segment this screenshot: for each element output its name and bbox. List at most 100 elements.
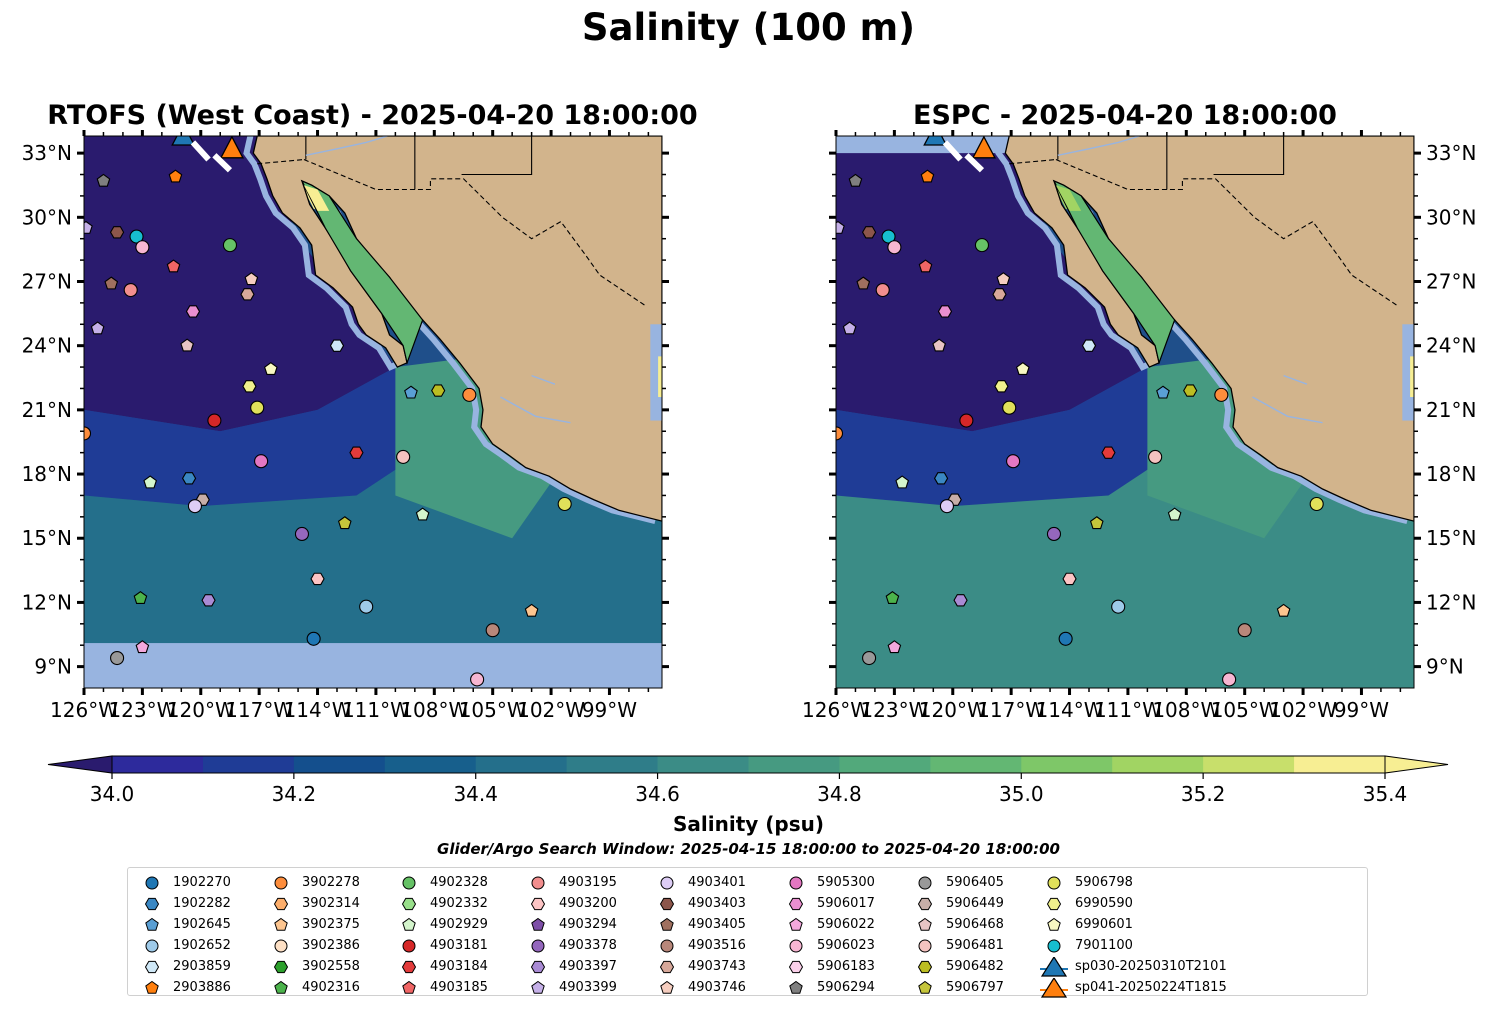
colorbar-tick-label: 35.4 <box>1363 782 1408 806</box>
float-marker <box>404 385 418 399</box>
legend-item: 4903743 <box>653 956 746 977</box>
legend-item-label: 4903399 <box>559 980 617 995</box>
pentagon-marker-icon <box>660 917 674 931</box>
lat-tick-label: 24°N <box>1426 334 1476 358</box>
legend-item: 4903294 <box>524 914 617 935</box>
legend-item: 5905300 <box>782 872 875 893</box>
triangle-line-marker-icon <box>1040 956 1068 977</box>
float-marker <box>415 507 430 521</box>
lon-tick-label: 123°W <box>860 698 928 722</box>
legend-item: 4902328 <box>395 872 488 893</box>
float-marker <box>933 472 949 485</box>
lon-tick-label: 108°W <box>400 698 468 722</box>
legend-item: 4903401 <box>653 872 746 893</box>
hexagon-marker-icon <box>401 960 417 973</box>
legend-item: 5906449 <box>911 893 1004 914</box>
legend-item-label: 4903403 <box>688 896 746 911</box>
colorbar-extend-high <box>1384 755 1449 774</box>
legend-item: 4903181 <box>395 935 488 956</box>
float-marker <box>250 400 265 415</box>
float-marker <box>848 173 863 187</box>
circle-marker-icon <box>274 939 288 952</box>
circle-marker-icon <box>1047 876 1061 889</box>
legend-item-label: 5906449 <box>946 896 1004 911</box>
lat-tick-label: 27°N <box>1426 269 1476 293</box>
colorbar: 34.0 34.2 34.4 34.6 34.8 35.0 35.2 35.4 <box>47 755 1449 806</box>
legend-item-label: 4903743 <box>688 959 746 974</box>
float-marker <box>887 640 902 654</box>
legend-item: 3902278 <box>267 872 360 893</box>
colorbar-segment <box>112 756 204 773</box>
hexagon-marker-icon <box>1046 897 1062 910</box>
legend-item-label: 4902316 <box>302 980 360 995</box>
colorbar-segment <box>384 756 477 773</box>
hexagon-marker-icon <box>401 897 417 910</box>
legend-item: 4903405 <box>653 914 746 935</box>
pentagon-marker-icon <box>145 980 159 994</box>
colorbar-segment <box>930 756 1022 773</box>
circle-marker-icon <box>660 876 674 889</box>
float-marker <box>180 338 194 352</box>
lat-tick-label: 21°N <box>1426 398 1476 422</box>
float-marker <box>135 640 150 654</box>
float-marker <box>143 475 157 489</box>
legend-item-label: 5906405 <box>946 875 1004 890</box>
legend-item: 4903200 <box>524 893 617 914</box>
lat-tick-label: 15°N <box>1426 526 1476 550</box>
float-marker <box>1101 446 1116 459</box>
pentagon-marker-icon <box>789 917 803 931</box>
lat-tick-label: 9°N <box>34 655 72 679</box>
hexagon-marker-icon <box>917 897 933 910</box>
legend-item-label: sp030-20250310T2101 <box>1075 959 1227 974</box>
colorbar-segment <box>566 756 659 773</box>
lon-tick-label: 102°W <box>1269 698 1337 722</box>
legend-item: 5906405 <box>911 872 1004 893</box>
lat-tick-label: 27°N <box>22 269 72 293</box>
float-marker <box>1058 631 1073 646</box>
legend-item-label: 4903746 <box>688 980 746 995</box>
colorbar-segment <box>839 756 931 773</box>
legend-item: 4903184 <box>395 956 488 977</box>
pentagon-marker-icon <box>274 980 288 994</box>
lon-tick-label: 114°W <box>1036 698 1104 722</box>
legend-item: 5906798 <box>1040 872 1133 893</box>
legend-item: 5906482 <box>911 956 1004 977</box>
legend-item: 4903195 <box>524 872 617 893</box>
lat-tick-label: 18°N <box>1426 462 1476 486</box>
circle-marker-icon <box>274 876 288 889</box>
float-marker <box>932 338 946 352</box>
legend-item-label: sp041-20250224T1815 <box>1075 980 1227 995</box>
float-marker <box>187 499 202 514</box>
hexagon-marker-icon <box>530 897 546 910</box>
legend-item-label: 5906481 <box>946 938 1004 953</box>
legend-item-label: 1902270 <box>173 875 231 890</box>
float-marker <box>1111 599 1126 614</box>
float-marker <box>524 603 539 617</box>
float-marker <box>1167 507 1182 521</box>
circle-marker-icon <box>145 876 159 889</box>
colorbar-tick-label: 35.0 <box>999 782 1044 806</box>
lat-tick-label: 33°N <box>22 141 72 165</box>
legend-item-label: 4903195 <box>559 875 617 890</box>
float-marker <box>166 259 181 273</box>
float-marker <box>470 672 485 687</box>
legend-item-label: 5906022 <box>817 917 875 932</box>
float-marker <box>887 240 902 255</box>
lon-tick-label: 105°W <box>1211 698 1279 722</box>
float-marker <box>1237 623 1252 638</box>
colorbar-tick-label: 34.6 <box>635 782 680 806</box>
lon-tick-label: 108°W <box>1152 698 1220 722</box>
glider-marker <box>923 136 948 146</box>
hexagon-marker-icon <box>144 960 160 973</box>
legend-item-label: 3902558 <box>302 959 360 974</box>
float-marker <box>939 499 954 514</box>
legend-item: 4903397 <box>524 956 617 977</box>
float-marker <box>1276 603 1291 617</box>
map-panel-rtofs: 126°W123°W120°W117°W114°W111°W108°W105°W… <box>22 130 669 722</box>
legend-item: 5906468 <box>911 914 1004 935</box>
float-marker <box>242 380 257 393</box>
legend-item-label: 4902328 <box>430 875 488 890</box>
lon-tick-label: 99°W <box>1334 698 1389 722</box>
float-marker <box>918 259 933 273</box>
legend-item-label: 5906468 <box>946 917 1004 932</box>
